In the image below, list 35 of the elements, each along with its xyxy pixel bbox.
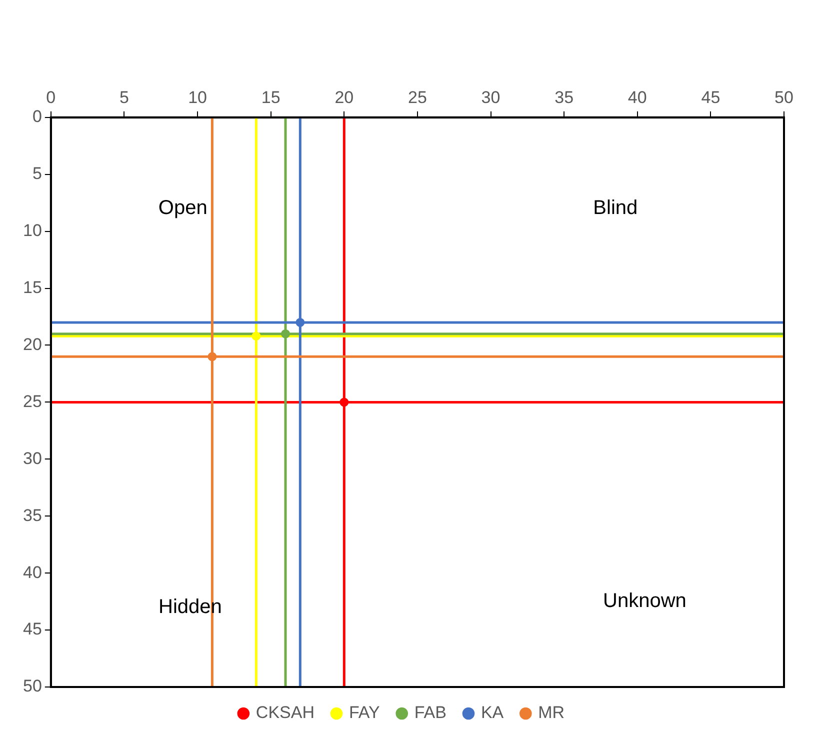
x-tick-label: 35	[554, 88, 574, 107]
annotation: Blind	[593, 197, 638, 220]
point	[340, 398, 349, 407]
x-tick-label: 50	[774, 88, 794, 107]
x-tick-label: 0	[46, 88, 56, 107]
point	[281, 329, 290, 338]
x-tick-label: 10	[188, 88, 207, 107]
y-tick-label: 0	[32, 107, 42, 126]
x-tick-label: 15	[261, 88, 280, 107]
x-tick-label: 5	[119, 88, 129, 107]
point	[208, 352, 217, 362]
y-tick-label: 25	[22, 392, 42, 411]
x-tick-label: 25	[408, 88, 427, 107]
y-tick-label: 40	[22, 562, 42, 582]
y-tick-label: 15	[22, 278, 42, 297]
annotation: Unknown	[603, 590, 686, 612]
y-tick-label: 45	[22, 620, 42, 639]
legend-label: KA	[480, 703, 504, 722]
legend-label: FAY	[348, 703, 380, 722]
annotation: Open	[158, 197, 208, 220]
y-tick-label: 50	[22, 676, 42, 696]
point	[252, 332, 261, 341]
x-tick-label: 30	[481, 88, 500, 107]
y-tick-label: 5	[32, 164, 42, 184]
x-tick-label: 45	[701, 88, 720, 107]
y-tick-label: 20	[22, 334, 42, 354]
legend-label: CKSAH	[256, 703, 314, 722]
point	[296, 318, 305, 327]
x-tick-label: 40	[628, 88, 647, 107]
y-tick-label: 10	[22, 221, 42, 240]
y-tick-label: 30	[22, 448, 42, 468]
legend-label: FAB	[414, 703, 446, 722]
legend-label: MR	[538, 703, 565, 722]
x-tick-label: 20	[334, 88, 354, 107]
y-tick-label: 35	[22, 506, 42, 525]
